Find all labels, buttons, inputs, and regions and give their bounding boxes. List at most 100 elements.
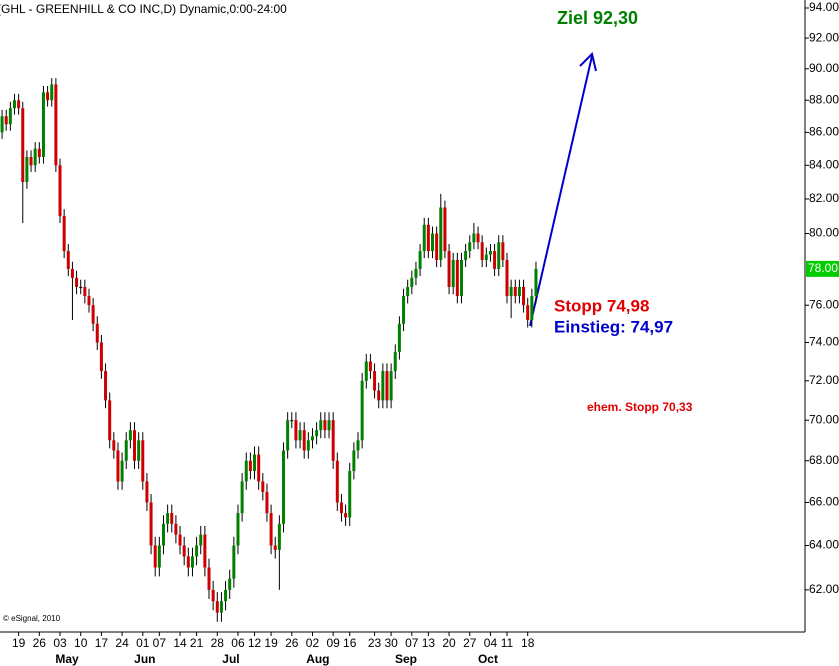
y-tick-label: 86.00 (809, 125, 839, 139)
x-tick-label: 01 (136, 636, 150, 650)
y-tick-label: 66.00 (809, 495, 839, 509)
candle-body (182, 545, 186, 557)
candle-body (435, 233, 439, 260)
candle-body (509, 286, 513, 297)
x-tick-label: 28 (211, 636, 225, 650)
candle-body (207, 567, 211, 590)
candle-body (137, 440, 141, 461)
candle-body (331, 420, 335, 461)
x-tick-label: 19 (12, 636, 26, 650)
x-tick-label: 26 (285, 636, 299, 650)
candle-body (62, 216, 66, 252)
x-tick-label: 10 (74, 636, 88, 650)
month-label: Sep (395, 652, 417, 666)
candle-body (141, 440, 145, 482)
candle-body (17, 100, 21, 109)
candle-body (315, 430, 319, 437)
candle-body (21, 108, 25, 183)
candle-body (195, 545, 199, 557)
month-label: Jun (134, 652, 155, 666)
candle-body (29, 156, 33, 166)
candle-body (459, 259, 463, 297)
y-tick-label: 72.00 (809, 373, 839, 387)
y-tick-label: 62.00 (809, 582, 839, 596)
candle-body (298, 430, 302, 441)
candle-body (505, 259, 509, 297)
candle-body (108, 400, 112, 441)
x-tick-label: 27 (463, 636, 477, 650)
candle-body (294, 420, 298, 441)
candle-body (112, 440, 116, 451)
candle-body (356, 440, 360, 451)
x-tick-label: 20 (442, 636, 456, 650)
x-tick-label: 11 (501, 636, 514, 650)
candle-body (426, 224, 430, 252)
x-tick-label: 07 (153, 636, 167, 650)
candle-body (133, 430, 137, 461)
candle-body (4, 116, 8, 125)
y-tick-label: 82.00 (809, 191, 839, 205)
candle-body (232, 545, 236, 579)
candle-body (190, 556, 194, 568)
candle-body (323, 420, 327, 431)
candle-body (170, 513, 174, 524)
x-tick-label: 24 (115, 636, 129, 650)
candle-body (451, 259, 455, 287)
x-tick-label: 30 (384, 636, 398, 650)
candle-body (269, 513, 273, 546)
candle-body (116, 450, 120, 482)
candle-body (373, 371, 377, 391)
candle-body (161, 523, 165, 546)
candle-body (145, 481, 149, 503)
candle-body (174, 523, 178, 535)
candle-body (443, 207, 447, 252)
x-tick-label: 13 (422, 636, 436, 650)
candle-body (70, 268, 74, 278)
candle-body (517, 286, 521, 297)
candle-body (493, 251, 497, 269)
candle-body (447, 251, 451, 287)
candle-body (186, 556, 190, 568)
candle-body (236, 513, 240, 546)
month-label: May (55, 652, 79, 666)
candle-body (244, 460, 248, 482)
candle-body (91, 305, 95, 324)
candle-body (319, 420, 323, 431)
stop-annotation: Stopp 74,98 (554, 296, 649, 315)
candle-body (203, 534, 207, 568)
candle-body (253, 454, 257, 472)
candle-body (327, 420, 331, 431)
candle-body (414, 268, 418, 278)
candle-body (310, 436, 314, 441)
candle-body (79, 286, 83, 288)
target-annotation: Ziel 92,30 (557, 8, 638, 28)
candle-body (522, 286, 526, 306)
old-stop-annotation: ehem. Stopp 70,33 (587, 400, 693, 414)
x-tick-label: 17 (95, 636, 109, 650)
candle-body (277, 523, 281, 550)
candle-body (83, 286, 87, 297)
x-tick-label: 19 (264, 636, 278, 650)
candle-body (87, 296, 91, 306)
candle-body (120, 460, 124, 482)
candle-body (0, 116, 4, 133)
y-tick-label: 90.00 (809, 61, 839, 75)
candle-body (513, 286, 517, 297)
candle-body (397, 323, 401, 352)
x-tick-label: 16 (343, 636, 357, 650)
y-tick-label: 74.00 (809, 335, 839, 349)
candle-body (128, 430, 132, 441)
copyright: © eSignal, 2010 (3, 614, 61, 623)
candle-body (488, 251, 492, 255)
x-tick-label: 12 (248, 636, 262, 650)
candle-body (389, 371, 393, 401)
candle-body (124, 440, 128, 461)
candle-body (526, 305, 530, 321)
candle-body (282, 450, 286, 524)
candle-body (306, 440, 310, 451)
candle-body (406, 286, 410, 297)
candle-body (58, 165, 62, 217)
candle-body (149, 502, 153, 546)
